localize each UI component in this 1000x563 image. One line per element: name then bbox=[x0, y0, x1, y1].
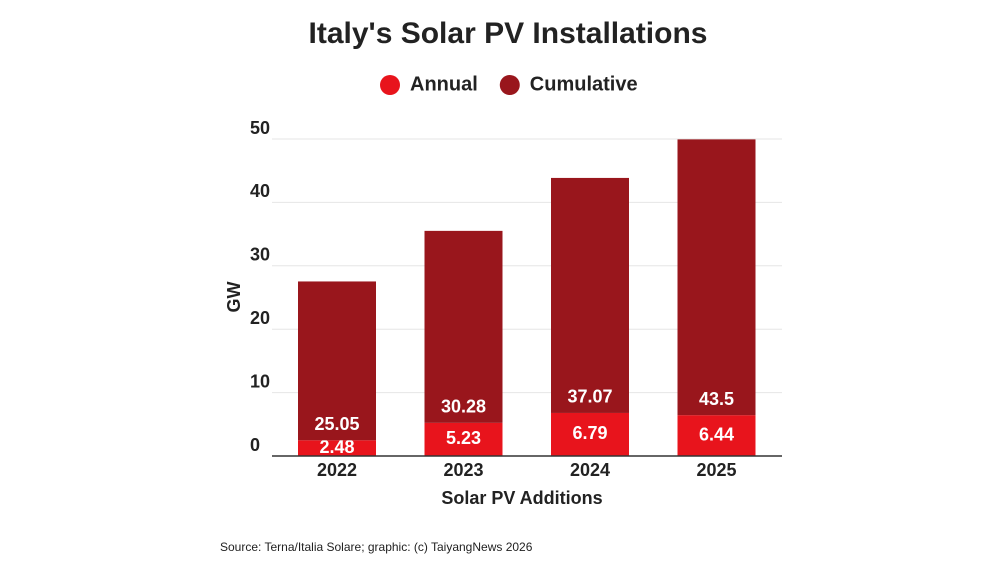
data-label: 25.05 bbox=[314, 414, 359, 434]
chart-title: Italy's Solar PV Installations bbox=[309, 17, 708, 50]
x-tick-label: 2022 bbox=[317, 460, 357, 480]
bar-segment bbox=[551, 177, 629, 413]
y-tick-label: 50 bbox=[250, 118, 270, 138]
data-label: 37.07 bbox=[567, 387, 612, 407]
bar-segment bbox=[677, 139, 756, 416]
x-tick-label: 2023 bbox=[443, 460, 483, 480]
bar-segment bbox=[424, 230, 503, 423]
data-label: 2.48 bbox=[319, 437, 354, 457]
data-label: 30.28 bbox=[441, 397, 486, 417]
x-tick-label: 2025 bbox=[696, 460, 736, 480]
legend-label: Annual bbox=[410, 73, 478, 95]
legend-swatch bbox=[380, 75, 400, 95]
y-tick-label: 30 bbox=[250, 245, 270, 265]
y-tick-label: 20 bbox=[250, 308, 270, 328]
bar-segment bbox=[298, 440, 376, 456]
bar-segment bbox=[424, 422, 503, 456]
y-axis-title: GW bbox=[224, 281, 244, 312]
data-label: 43.5 bbox=[699, 389, 734, 409]
y-tick-label: 40 bbox=[250, 181, 270, 201]
source-note: Source: Terna/Italia Solare; graphic: (c… bbox=[220, 540, 533, 554]
bar-segment bbox=[677, 415, 756, 456]
legend-label: Cumulative bbox=[530, 73, 638, 95]
x-axis-title: Solar PV Additions bbox=[441, 488, 602, 508]
data-label: 6.79 bbox=[572, 423, 607, 443]
bar-segment bbox=[551, 412, 629, 456]
legend-swatch bbox=[499, 75, 520, 95]
x-tick-label: 2024 bbox=[570, 460, 610, 480]
y-tick-label: 10 bbox=[250, 371, 270, 391]
y-tick-label: 0 bbox=[250, 435, 260, 455]
data-label: 5.23 bbox=[446, 428, 481, 448]
bar-segment bbox=[298, 281, 376, 441]
data-label: 6.44 bbox=[699, 424, 734, 444]
